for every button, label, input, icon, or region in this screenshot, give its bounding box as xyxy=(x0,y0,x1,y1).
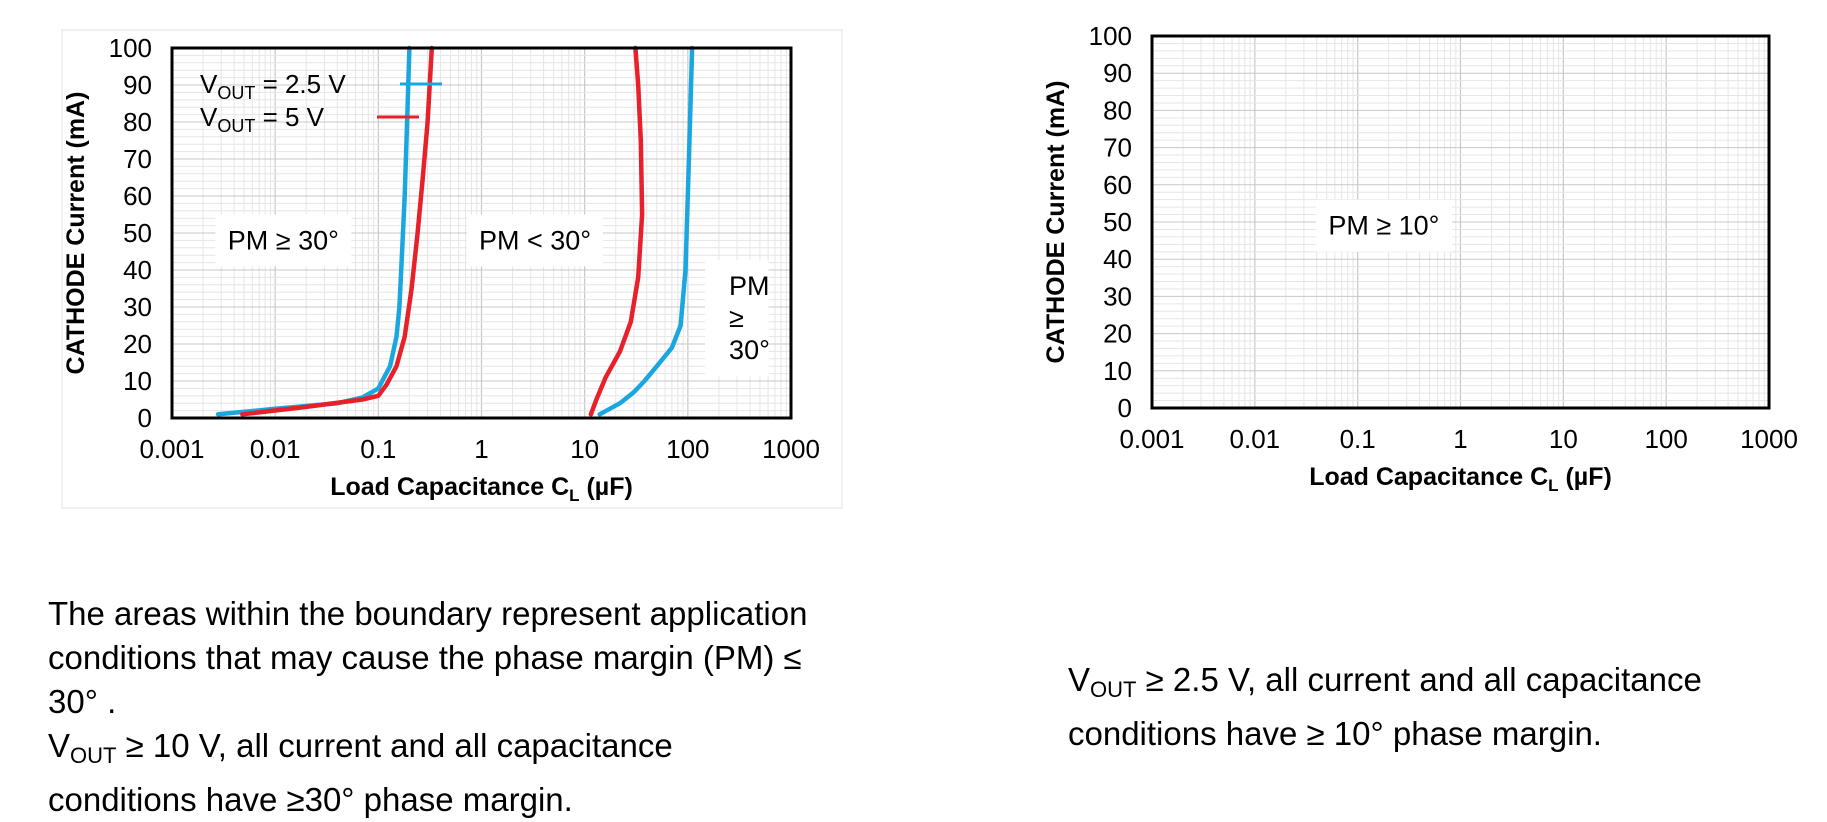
y-tick-label: 30 xyxy=(123,292,152,322)
y-tick-label: 100 xyxy=(109,33,152,63)
chart-frame xyxy=(61,29,843,509)
y-tick-label: 90 xyxy=(123,70,152,100)
y-tick-label: 80 xyxy=(123,107,152,137)
y-axis-label: CATHODE Current (mA) xyxy=(62,92,90,375)
x-tick-label: 1 xyxy=(474,434,488,464)
y-tick-label: 50 xyxy=(123,218,152,248)
x-tick-label: 1 xyxy=(1453,424,1467,454)
region-label-text: ≥ xyxy=(729,303,744,333)
y-tick-label: 0 xyxy=(138,403,152,433)
y-tick-label: 70 xyxy=(1103,133,1132,163)
caption-left-line: The areas within the boundary represent … xyxy=(48,595,808,632)
region-label-text: PM ≥ 10° xyxy=(1328,211,1439,241)
gridlines xyxy=(1151,35,1769,409)
y-tick-label: 10 xyxy=(1103,356,1132,386)
y-tick-label: 100 xyxy=(1089,21,1132,51)
caption-left-line: conditions that may cause the phase marg… xyxy=(48,639,802,676)
caption-v: V xyxy=(48,727,71,764)
y-axis-label: CATHODE Current (mA) xyxy=(1042,81,1070,364)
plot-border xyxy=(1150,34,1771,410)
y-tick-label: 20 xyxy=(123,329,152,359)
region-label-box xyxy=(1315,199,1452,252)
region-label-text: PM ≥ 30° xyxy=(228,225,339,255)
y-tick-label: 60 xyxy=(1103,170,1132,200)
region-label-box xyxy=(705,260,769,377)
y-tick-label: 40 xyxy=(1103,244,1132,274)
caption-left-line: 30° . xyxy=(48,683,117,720)
series-path xyxy=(240,45,435,417)
y-tick-label: 90 xyxy=(1103,58,1132,88)
y-tick-label: 80 xyxy=(1103,95,1132,125)
y-tick-label: 50 xyxy=(1103,207,1132,237)
region-label: PM≥30° xyxy=(705,260,770,377)
x-tick-label: 10 xyxy=(1549,424,1578,454)
x-tick-label: 0.01 xyxy=(1230,424,1281,454)
caption-right: VOUT ≥ 2.5 V, all current and all capaci… xyxy=(1068,658,1702,756)
plot-border xyxy=(170,46,793,420)
x-tick-label: 1000 xyxy=(762,434,820,464)
legend-label: VOUT = 2.5 V xyxy=(200,69,346,103)
y-tick-label: 70 xyxy=(123,144,152,174)
x-tick-label: 100 xyxy=(666,434,709,464)
region-label-box xyxy=(215,214,352,267)
chart-1: PM ≥ 30° PM < 30° PM≥30° 0 10 20 30 40 50 60 70 80 9… xyxy=(61,29,843,509)
series-path xyxy=(597,45,695,417)
region-label: PM ≥ 10° xyxy=(1315,199,1452,252)
x-axis-label: Load Capacitance CL (µF) xyxy=(330,473,633,505)
y-tick-label: 40 xyxy=(123,255,152,285)
series-path xyxy=(588,45,645,417)
y-tick-label: 10 xyxy=(123,366,152,396)
caption-right-line: VOUT ≥ 2.5 V, all current and all capaci… xyxy=(1068,658,1702,712)
region-label-text: PM < 30° xyxy=(479,225,591,255)
caption-right-line: conditions have ≥ 10° phase margin. xyxy=(1068,715,1602,752)
x-tick-label: 100 xyxy=(1644,424,1687,454)
y-tick-label: 60 xyxy=(123,181,152,211)
x-tick-label: 0.001 xyxy=(139,434,204,464)
series-line xyxy=(240,45,645,417)
y-tick-label: 20 xyxy=(1103,319,1132,349)
y-tick-label: 30 xyxy=(1103,281,1132,311)
x-tick-label: 0.1 xyxy=(1340,424,1376,454)
region-label-box xyxy=(466,214,603,267)
legend-label: VOUT = 5 V xyxy=(200,102,325,136)
caption-sub: OUT xyxy=(70,743,117,768)
x-tick-label: 0.01 xyxy=(250,434,301,464)
caption-tail: ≥ 2.5 V, all current and all capacitance xyxy=(1136,661,1702,698)
gridlines xyxy=(171,47,791,419)
x-tick-label: 0.001 xyxy=(1119,424,1184,454)
chart-2: PM ≥ 10° 0 10 20 30 40 50 60 70 80 90 100 0.001 0.01 0… xyxy=(1042,21,1798,495)
caption-tail: ≥ 10 V, all current and all capacitance xyxy=(116,727,673,764)
caption-left: The areas within the boundary represent … xyxy=(48,592,807,822)
x-tick-label: 10 xyxy=(570,434,599,464)
region-label-text: PM xyxy=(729,271,770,301)
caption-left-line: conditions have ≥30° phase margin. xyxy=(48,781,573,818)
region-label: PM ≥ 30° xyxy=(215,214,352,267)
caption-left-line: VOUT ≥ 10 V, all current and all capacit… xyxy=(48,724,807,778)
x-tick-label: 1000 xyxy=(1740,424,1798,454)
cathode-current-chart-left: PM ≥ 30° PM < 30°PM≥30°010203040506070809… xyxy=(61,21,1798,509)
x-axis-label: Load Capacitance CL (µF) xyxy=(1309,463,1612,495)
y-tick-label: 0 xyxy=(1118,393,1132,423)
caption-v: V xyxy=(1068,661,1091,698)
region-label-text: 30° xyxy=(729,335,770,365)
x-tick-label: 0.1 xyxy=(360,434,396,464)
region-label: PM < 30° xyxy=(466,214,603,267)
caption-sub: OUT xyxy=(1090,677,1137,702)
